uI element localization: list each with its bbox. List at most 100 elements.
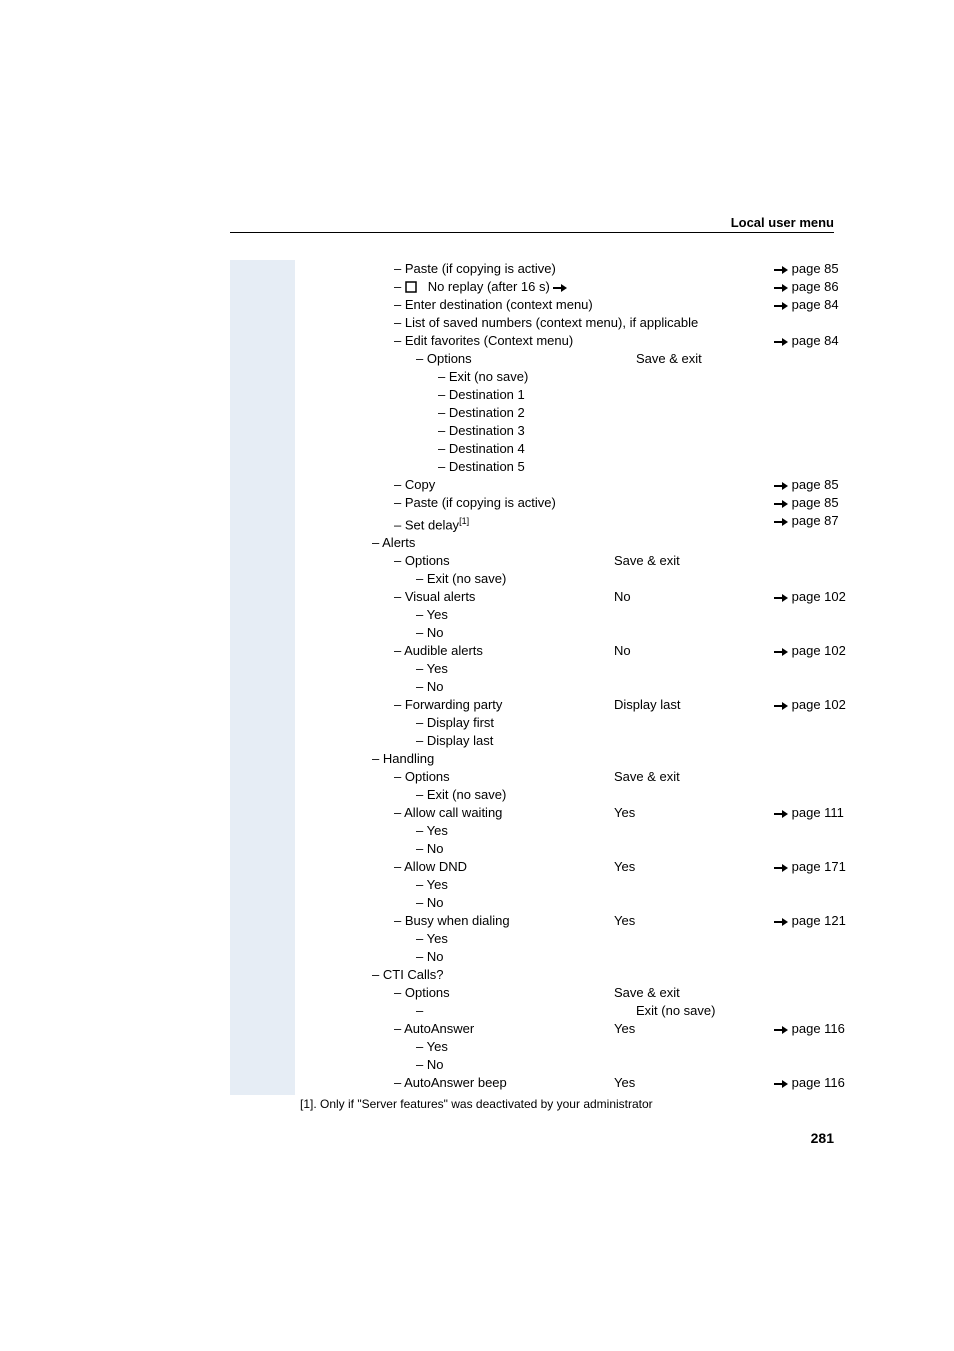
bullet-dash: – [416, 715, 423, 730]
menu-item-label: – Display first [300, 714, 636, 732]
bullet-dash: – [438, 387, 445, 402]
menu-item-label: – Destination 5 [300, 458, 658, 476]
menu-item-pageref [774, 552, 834, 570]
menu-row: – OptionsSave & exit [300, 552, 834, 570]
page-number: 281 [811, 1130, 834, 1146]
menu-item-text: Display first [427, 715, 494, 730]
menu-item-text: Busy when dialing [405, 913, 510, 928]
menu-item-value [636, 570, 796, 588]
menu-item-value [636, 660, 796, 678]
menu-item-pageref: page 85 [774, 494, 839, 512]
right-arrow-icon [774, 643, 788, 658]
menu-item-text: No [427, 625, 444, 640]
menu-item-text: Audible alerts [404, 643, 483, 658]
menu-item-pageref [796, 660, 834, 678]
menu-item-text: Handling [383, 751, 434, 766]
menu-item-text: Options [405, 769, 450, 784]
menu-item-text: Yes [427, 877, 448, 892]
menu-item-pageref [796, 678, 834, 696]
menu-row: – Yes [300, 876, 834, 894]
menu-item-text: Edit favorites (Context menu) [405, 333, 573, 348]
bullet-dash: – [416, 1039, 423, 1054]
menu-item-label: – Options [300, 984, 614, 1002]
menu-item-value [658, 440, 818, 458]
menu-item-pageref: page 102 [774, 696, 846, 714]
menu-item-text: Set delay [405, 517, 459, 532]
bullet-dash: – [416, 607, 423, 622]
bullet-dash: – [394, 553, 401, 568]
pageref-text: page 116 [792, 1075, 845, 1090]
menu-item-label: – CTI Calls? [300, 966, 592, 984]
menu-item-label: – Exit (no save) [300, 570, 636, 588]
menu-item-label: – Copy [300, 476, 614, 494]
menu-row: – OptionsSave & exit [300, 984, 834, 1002]
menu-item-text: Allow DND [404, 859, 467, 874]
bullet-dash: – [416, 841, 423, 856]
menu-row: – Audible alertsNo page 102 [300, 642, 834, 660]
menu-item-value [636, 714, 796, 732]
menu-item-value [636, 732, 796, 750]
menu-item-label: – No replay (after 16 s) [300, 278, 614, 296]
menu-row: – OptionsSave & exit [300, 768, 834, 786]
menu-item-pageref [818, 440, 834, 458]
menu-item-value [614, 332, 774, 350]
menu-item-text: Yes [427, 931, 448, 946]
right-arrow-icon [774, 297, 788, 312]
bullet-dash: – [416, 733, 423, 748]
menu-item-value [636, 822, 796, 840]
pageref-text: page 121 [792, 913, 846, 928]
bullet-dash: – [394, 589, 401, 604]
menu-item-value: Yes [614, 804, 774, 822]
bullet-dash: – [416, 895, 423, 910]
menu-row: – Destination 5 [300, 458, 834, 476]
menu-item-value [658, 422, 818, 440]
menu-item-value: Exit (no save) [636, 1002, 796, 1020]
menu-row: – Exit (no save) [300, 368, 834, 386]
menu-item-label: – No [300, 948, 636, 966]
bullet-dash: – [416, 679, 423, 694]
menu-item-pageref [796, 714, 834, 732]
pageref-text: page 85 [792, 477, 839, 492]
menu-item-label: – Yes [300, 876, 636, 894]
menu-item-label: – Yes [300, 930, 636, 948]
menu-item-pageref: page 84 [774, 296, 839, 314]
menu-item-pageref: page 171 [774, 858, 846, 876]
bullet-dash: – [438, 405, 445, 420]
menu-row: – Allow call waitingYes page 111 [300, 804, 834, 822]
menu-item-label: – Busy when dialing [300, 912, 614, 930]
menu-item-pageref [796, 840, 834, 858]
menu-item-label: – Yes [300, 822, 636, 840]
menu-item-pageref [796, 894, 834, 912]
menu-row: – No [300, 624, 834, 642]
menu-item-pageref [818, 404, 834, 422]
right-arrow-icon [774, 279, 788, 294]
menu-row: – Enter destination (context menu) page … [300, 296, 834, 314]
bullet-dash: – [372, 967, 379, 982]
bullet-dash: – [394, 913, 401, 928]
right-arrow-icon [774, 697, 788, 712]
menu-item-value [636, 786, 796, 804]
menu-item-value [658, 386, 818, 404]
menu-item-value [636, 876, 796, 894]
menu-item-value [592, 750, 752, 768]
menu-item-pageref [796, 1056, 834, 1074]
menu-row: – AutoAnswer beepYes page 116 [300, 1074, 834, 1092]
pageref-text: page 102 [792, 697, 846, 712]
menu-item-label: – No [300, 894, 636, 912]
menu-item-label: – Options [300, 350, 636, 368]
right-arrow-icon [774, 859, 788, 874]
bullet-dash: – [394, 1021, 401, 1036]
menu-item-pageref [818, 368, 834, 386]
menu-item-label: – Options [300, 552, 614, 570]
pageref-text: page 116 [792, 1021, 845, 1036]
bullet-dash: – [416, 1003, 423, 1018]
menu-item-value [658, 458, 818, 476]
menu-item-pageref [796, 350, 834, 368]
menu-item-pageref: page 116 [774, 1074, 845, 1092]
menu-item-value [636, 894, 796, 912]
right-arrow-icon [774, 913, 788, 928]
menu-row: – Yes [300, 822, 834, 840]
pageref-text: page 171 [792, 859, 846, 874]
menu-item-text: Yes [427, 823, 448, 838]
menu-row: – Display last [300, 732, 834, 750]
